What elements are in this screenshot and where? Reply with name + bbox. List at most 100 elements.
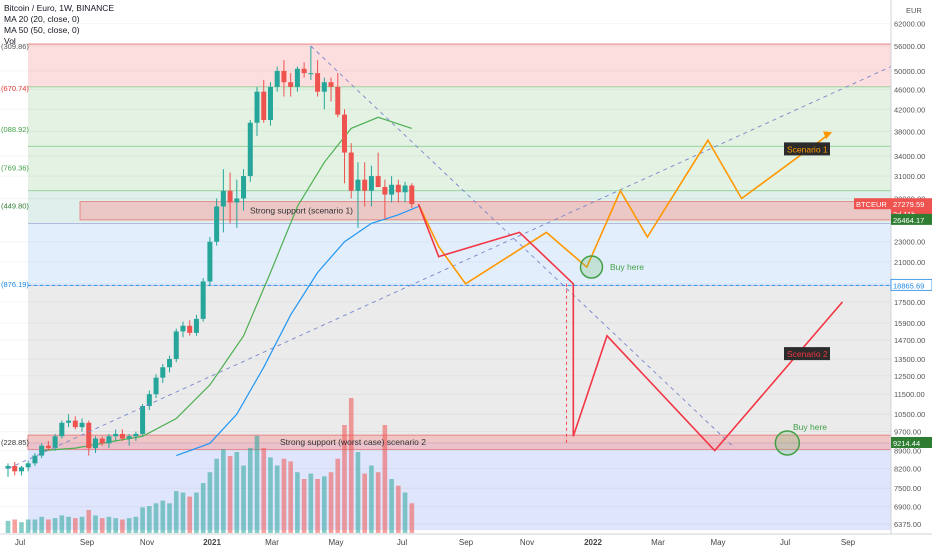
candle-body (342, 114, 347, 153)
annotations: Strong support (scenario 1) Strong suppor… (1, 42, 830, 456)
left-margin (0, 44, 28, 531)
time-label-5: May (328, 538, 343, 547)
volume-bar (133, 516, 139, 533)
candle-body (321, 82, 327, 92)
support-boxes (27, 201, 892, 450)
ma50-legend[interactable]: MA 50 (50, close, 0) (4, 25, 80, 35)
price-tick-15: 13500.00 (894, 355, 925, 364)
support-top-badge-bg (891, 213, 932, 225)
volume-bar (5, 520, 11, 533)
fib-zone-5 (28, 285, 891, 443)
fib-label-0: (309.86) (1, 42, 29, 51)
fib-level-badge-bg (891, 279, 932, 291)
candle-body (395, 184, 401, 193)
volume-bar (382, 425, 388, 533)
volume-bar (409, 503, 415, 533)
support1-label: Strong support (scenario 1) (250, 206, 353, 216)
candle-body (180, 325, 186, 332)
ma50-line (176, 205, 419, 457)
price-tick-12: 17500.00 (894, 298, 925, 307)
symbol-badge: BTCEUR (856, 200, 887, 209)
volume-bar (241, 465, 246, 533)
volume-bar (369, 465, 374, 533)
price-tick-0: 62000.00 (894, 20, 925, 29)
volume-bar (375, 472, 381, 533)
candle-body (355, 179, 361, 191)
candle-body (281, 70, 287, 83)
candle-body (254, 91, 260, 123)
volume-bar (274, 465, 280, 533)
volume-bar (93, 515, 98, 533)
time-label-10: Mar (651, 538, 665, 547)
support2-label: Strong support (worst case) scenario 2 (280, 437, 426, 447)
candle-body (220, 190, 226, 207)
candle-body (200, 281, 206, 319)
time-label-9: 2022 (584, 538, 602, 547)
candle-body (274, 70, 280, 87)
volume-bar (362, 473, 367, 533)
support-bottom-badge-bg (891, 436, 932, 448)
buy-circle-1 (579, 255, 604, 279)
candle-body (241, 176, 247, 199)
candle-body (247, 122, 253, 177)
fib-zone-1 (28, 86, 891, 147)
price-tick-17: 11500.00 (894, 390, 925, 399)
candle-body (288, 82, 294, 87)
fib-label-3: (769.36) (1, 164, 29, 173)
candle-body (99, 438, 105, 444)
candle-body (167, 358, 173, 368)
volume-bar (59, 515, 65, 533)
ma20-legend[interactable]: MA 20 (20, close, 0) (4, 14, 80, 24)
candle-body (72, 420, 78, 428)
price-tick-1: 56000.00 (894, 42, 925, 51)
volume-legend[interactable]: Vol (4, 36, 16, 46)
buy-here-label-2: Buy here (793, 422, 827, 432)
candle-body (113, 433, 119, 437)
candle-body (146, 394, 152, 407)
time-label-6: Jul (397, 538, 407, 547)
price-tick-2: 50000.00 (894, 67, 925, 76)
candle-body (382, 186, 388, 195)
candle-body (18, 467, 24, 472)
price-tick-7: 31000.00 (894, 172, 925, 181)
time-label-2: Nov (140, 538, 154, 547)
symbol-title: Bitcoin / Euro, 1W, BINANCE (4, 3, 115, 13)
candle-body (25, 463, 31, 468)
rising-trendline (7, 66, 892, 470)
candle-body (348, 152, 354, 191)
volume-bar (335, 458, 341, 533)
price-tick-9: 23000.00 (894, 238, 925, 247)
time-label-7: Sep (459, 538, 474, 547)
volume-bar (288, 461, 293, 533)
volume-bar (153, 503, 159, 533)
volume-bar (86, 510, 92, 533)
volume-bar (396, 485, 401, 533)
volume-bar (315, 479, 320, 533)
volume-bar (106, 516, 112, 533)
price-tick-16: 12500.00 (894, 372, 925, 381)
volume-bar (234, 452, 240, 533)
price-tick-6: 34000.00 (894, 152, 925, 161)
scenario-paths (417, 131, 844, 452)
time-label-12: Jul (780, 538, 790, 547)
volume-bar (120, 519, 125, 533)
volume-bar (79, 516, 85, 533)
volume-bar (281, 458, 287, 533)
candle-body (79, 422, 85, 428)
candle-body (133, 433, 139, 437)
candle-body (5, 465, 11, 469)
candle-body (362, 179, 368, 191)
countdown-badge-bg (891, 208, 932, 220)
price-tick-20: 8900.00 (894, 447, 921, 456)
candle-body (308, 73, 314, 75)
volume-bar (207, 472, 213, 533)
volume-bar (126, 518, 132, 533)
symbol-badge-bg (854, 198, 891, 210)
candle-body (119, 433, 125, 439)
fib-label-2: (088.92) (1, 125, 29, 134)
price-tick-21: 8200.00 (894, 465, 921, 474)
price-tick-10: 21000.00 (894, 258, 925, 267)
candle-body (234, 198, 240, 203)
